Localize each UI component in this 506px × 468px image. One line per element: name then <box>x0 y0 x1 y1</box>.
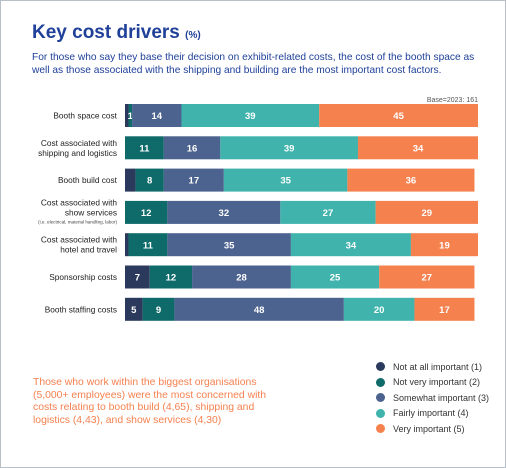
bar-segment <box>223 168 348 192</box>
bar-segment <box>192 265 291 289</box>
bar-segment <box>319 104 478 127</box>
bar-segment <box>379 265 475 289</box>
chart-title: Key cost drivers (%) <box>32 22 201 44</box>
bar-segment <box>163 168 224 192</box>
bar-segment <box>347 168 475 192</box>
data-label: 35 <box>224 240 235 251</box>
data-label: 16 <box>187 143 198 154</box>
legend-label: Not at all important (1) <box>393 361 483 372</box>
legend-item: Not very important (2) <box>376 375 489 391</box>
bar-segment <box>125 265 150 289</box>
data-label: 25 <box>330 273 341 284</box>
bar-segment <box>149 265 193 289</box>
data-label: 27 <box>323 208 334 219</box>
data-label: 1 <box>128 111 134 122</box>
bar-segment <box>280 200 376 224</box>
data-label: 34 <box>413 143 424 154</box>
legend-item: Very important (5) <box>376 421 489 437</box>
data-label: 12 <box>166 273 177 284</box>
legend-swatch <box>376 362 385 372</box>
data-label: 12 <box>141 208 152 219</box>
chart-subtitle: For those who say they base their decisi… <box>32 52 475 76</box>
base-note: Base=2023: 161 <box>426 97 478 104</box>
legend-label: Not very important (2) <box>393 377 481 388</box>
bar-segment <box>128 104 133 127</box>
data-label: 17 <box>189 176 200 187</box>
legend-label: Very important (5) <box>393 423 465 434</box>
data-label: 19 <box>439 240 450 251</box>
legend-item: Fairly important (4) <box>376 406 489 422</box>
legend-swatch <box>376 393 385 403</box>
category-label: Cost associated with shipping and logisti… <box>38 138 117 158</box>
bar-segment <box>167 233 291 257</box>
bar-segment <box>167 200 281 224</box>
category-label: Booth space cost <box>53 111 117 121</box>
data-label: 20 <box>374 305 385 316</box>
legend-label: Fairly important (4) <box>393 408 469 419</box>
data-label: 39 <box>284 143 295 154</box>
data-label: 29 <box>422 208 433 219</box>
legend-item: Somewhat important (3) <box>376 390 489 406</box>
bar-segment <box>181 104 320 127</box>
data-label: 14 <box>151 111 162 122</box>
category-label: Sponsorship costs <box>49 272 117 282</box>
data-label: 45 <box>393 111 404 122</box>
data-label: 36 <box>406 176 417 187</box>
data-label: 8 <box>147 176 152 187</box>
bar-segment <box>142 297 175 321</box>
category-label: Cost associated with hotel and travel <box>41 235 117 255</box>
data-label: 48 <box>254 305 265 316</box>
bar-segment <box>132 104 182 127</box>
category-label: Cost associated with show services (i.e. e… <box>38 197 117 224</box>
legend-swatch <box>376 408 385 418</box>
bar-segment <box>125 200 168 224</box>
bar-segment <box>125 168 136 192</box>
bar-segment <box>128 233 168 257</box>
data-label: 28 <box>236 273 247 284</box>
category-label: Booth staffing costs <box>45 304 117 314</box>
data-label: 5 <box>131 305 137 316</box>
footnote-callout: Those who work within the biggest organi… <box>33 377 267 426</box>
data-label: 34 <box>346 240 357 251</box>
bar-segment <box>343 297 415 321</box>
legend-swatch <box>376 377 385 387</box>
bar-segment <box>125 233 129 257</box>
chart-legend: Not at all important (1) Not very importa… <box>376 359 489 437</box>
data-label: 11 <box>139 143 150 154</box>
bar-segment <box>220 136 358 160</box>
data-label: 27 <box>422 273 433 284</box>
bar-segment <box>125 136 164 160</box>
data-label: 9 <box>156 305 161 316</box>
data-label: 35 <box>280 176 291 187</box>
bar-segment <box>290 265 380 289</box>
data-label: 11 <box>143 240 154 251</box>
bar-segment <box>375 200 478 224</box>
data-label: 32 <box>219 208 230 219</box>
legend-swatch <box>376 424 385 434</box>
bar-segment <box>125 297 143 321</box>
chart-title-text: Key cost drivers <box>32 22 180 43</box>
data-label: 39 <box>245 111 256 122</box>
bar-segment <box>135 168 164 192</box>
legend-label: Somewhat important (3) <box>393 392 490 403</box>
bar-segment <box>290 233 411 257</box>
bar-segment <box>163 136 221 160</box>
bar-segment <box>174 297 344 321</box>
chart-title-unit: (%) <box>185 30 201 41</box>
data-label: 17 <box>439 305 450 316</box>
category-label: Booth build cost <box>58 175 118 185</box>
data-label: 7 <box>135 273 140 284</box>
bar-segment <box>414 297 475 321</box>
bar-segment <box>357 136 478 160</box>
bar-segment <box>410 233 478 257</box>
legend-item: Not at all important (1) <box>376 359 489 375</box>
bar-segment <box>125 104 129 127</box>
